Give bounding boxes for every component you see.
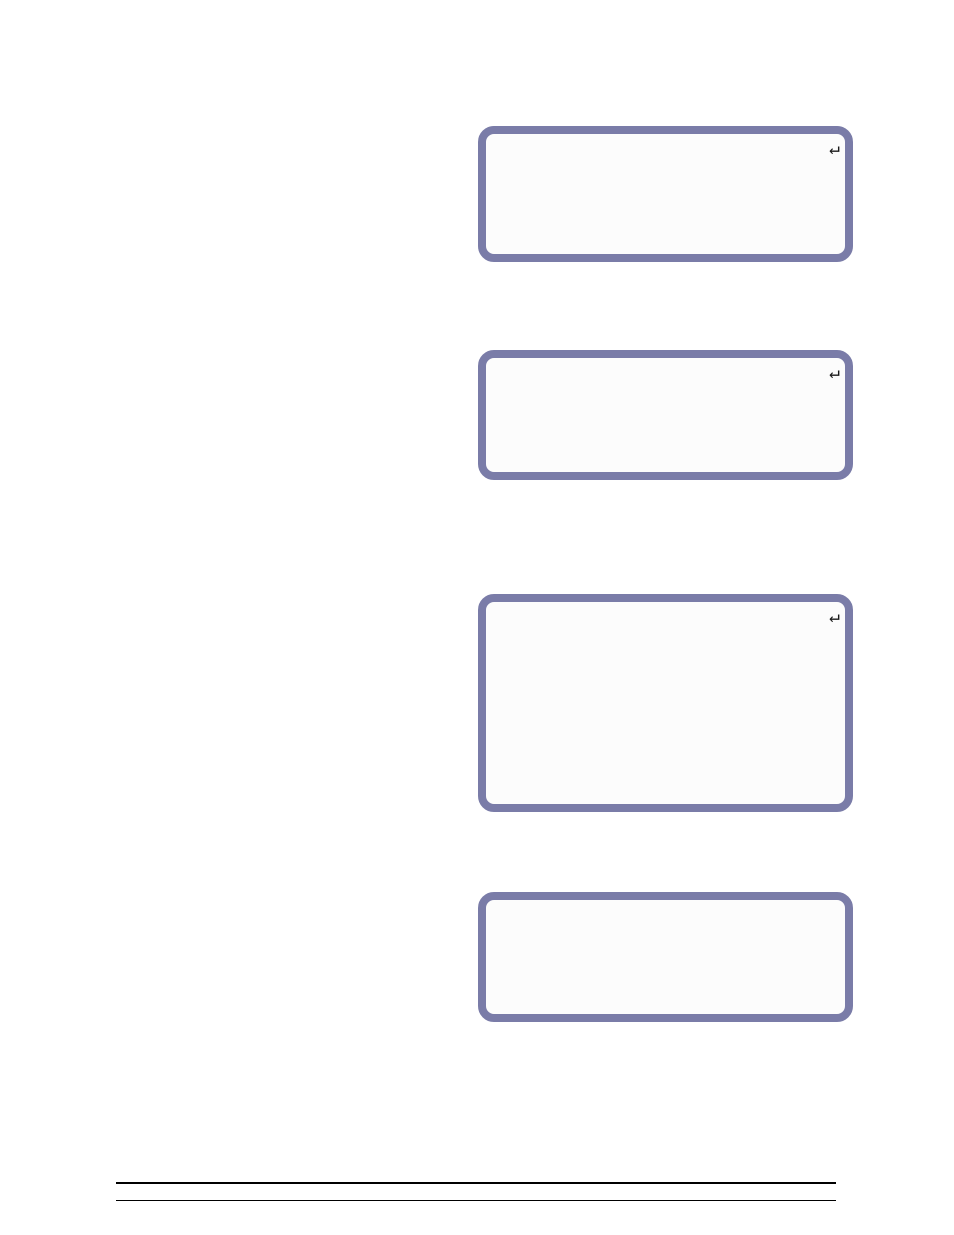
enter-icon: ↵ — [829, 140, 840, 158]
display-box — [478, 126, 853, 262]
horizontal-rule — [116, 1200, 836, 1201]
enter-icon: ↵ — [829, 364, 840, 382]
display-box — [478, 350, 853, 480]
display-box — [478, 892, 853, 1022]
horizontal-rule — [116, 1182, 836, 1184]
display-box — [478, 594, 853, 812]
enter-icon: ↵ — [829, 608, 840, 626]
